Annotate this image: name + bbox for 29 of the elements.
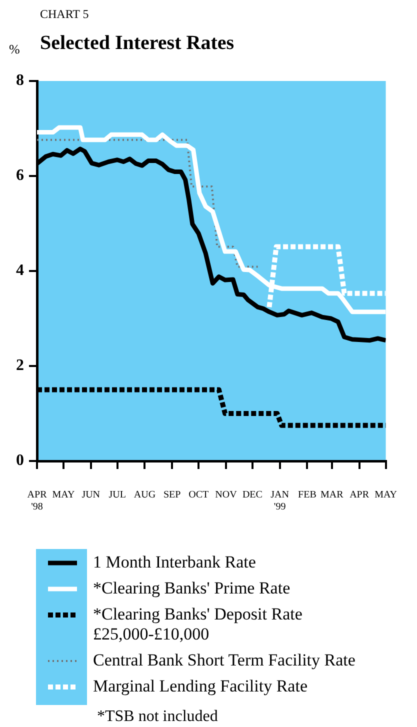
- y-tick-label: 2: [16, 357, 24, 374]
- text: *TSB not included: [97, 708, 218, 726]
- legend-label: *Clearing Banks' Prime Rate: [93, 578, 290, 598]
- legend-label: Central Bank Short Term Facility Rate: [93, 650, 356, 670]
- x-tick-label: OCT: [188, 490, 209, 501]
- x-tick-label: AUG: [134, 490, 156, 501]
- legend-label: Marginal Lending Facility Rate: [93, 676, 308, 696]
- x-tick-label: NOV: [215, 490, 238, 501]
- y-tick-label: 0: [16, 452, 24, 470]
- caption: CHART 5: [40, 7, 89, 22]
- x-tick-label: DEC: [242, 490, 263, 501]
- y-tick-label: 4: [16, 262, 24, 280]
- y-tick-label: 6: [16, 167, 24, 184]
- x-tick-label: JAN '99: [270, 490, 289, 513]
- x-tick-label: JUN: [82, 490, 100, 501]
- legend-label: 1 Month Interbank Rate: [93, 552, 256, 572]
- line-series: [37, 138, 259, 268]
- y-tick-label: 8: [16, 72, 24, 90]
- x-tick-label: SEP: [163, 490, 182, 501]
- y-axis-title: %: [9, 41, 20, 56]
- legend-label: *Clearing Banks' Deposit Rate £25,000-£10,000: [93, 604, 302, 644]
- x-tick-label: JUL: [108, 490, 126, 501]
- x-tick-label: MAY: [374, 490, 397, 501]
- x-tick-label: FEB: [298, 490, 317, 501]
- x-tick-label: APR: [350, 490, 370, 501]
- x-tick-label: MAY: [52, 490, 75, 501]
- x-tick-label: MAR: [320, 490, 344, 501]
- chart-title: Selected Interest Rates: [40, 32, 234, 54]
- x-tick-label: APR '98: [27, 490, 48, 513]
